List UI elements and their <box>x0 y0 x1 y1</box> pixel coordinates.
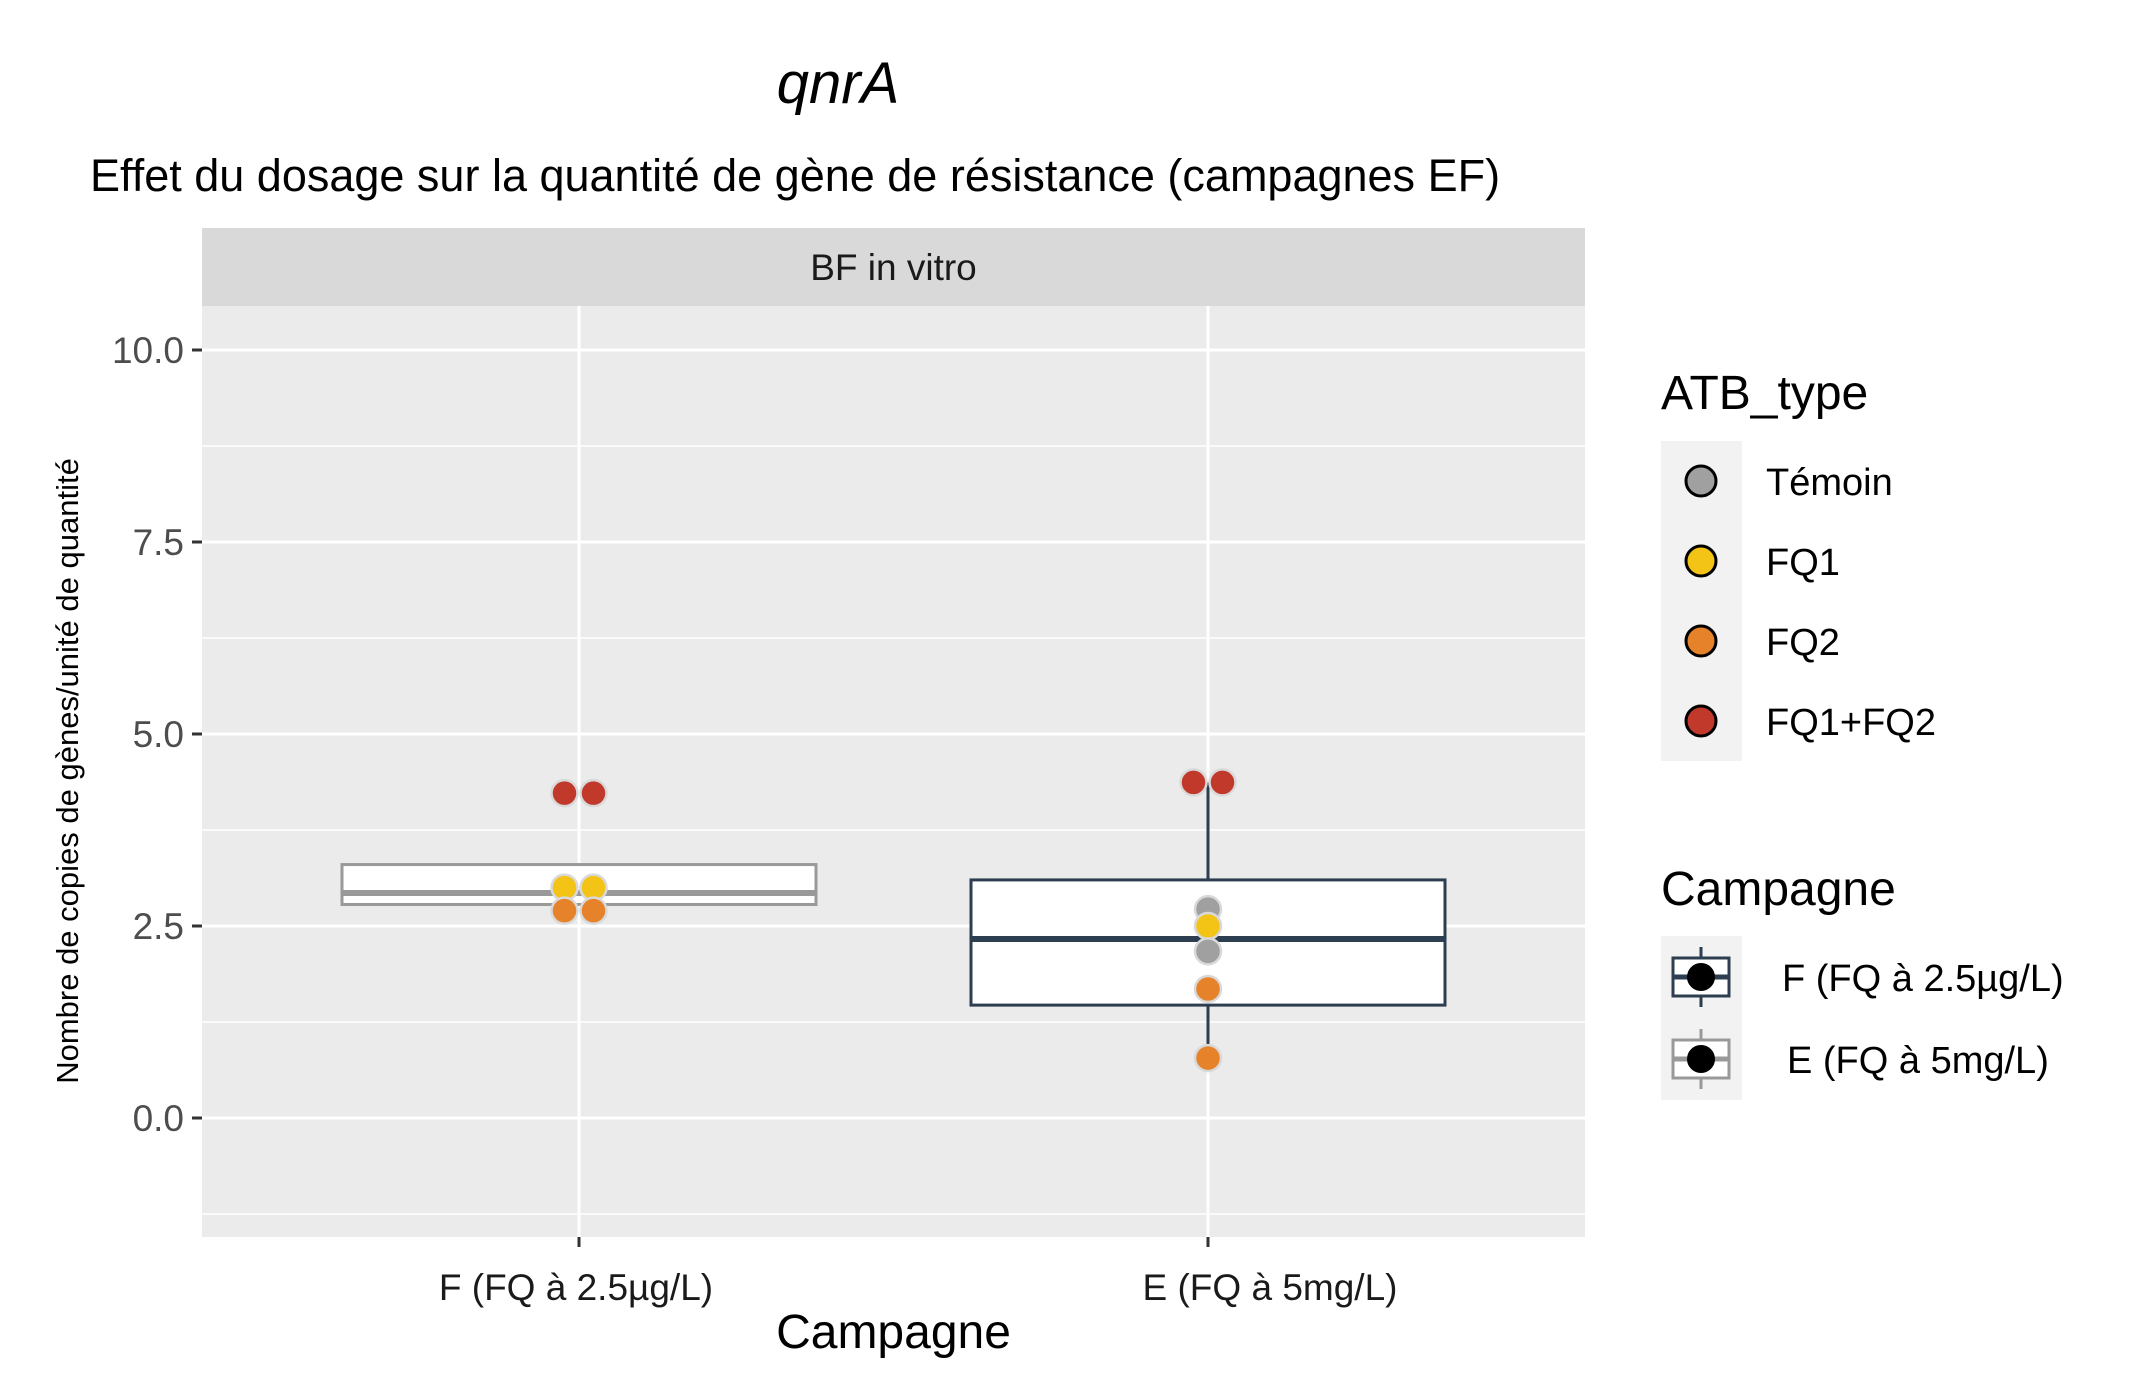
data-point <box>579 896 608 925</box>
legend-campagne-point <box>1687 963 1715 991</box>
x-axis-title: Campagne <box>776 1306 1011 1359</box>
facet-strip <box>202 228 1585 306</box>
data-point <box>1193 974 1223 1004</box>
data-point <box>1193 937 1223 966</box>
chart-title: qnrA <box>777 51 900 116</box>
legend-atb-swatch <box>1684 624 1718 658</box>
x-tick-label: F (FQ à 2.5µg/L) <box>439 1267 713 1308</box>
legend-atb-swatch <box>1684 464 1718 498</box>
legend-campagne-title: Campagne <box>1661 863 1896 916</box>
y-tick-label: 0.0 <box>133 1098 184 1139</box>
data-points <box>550 768 1237 1073</box>
data-point <box>1179 768 1208 797</box>
legend-atb: Témoin FQ1 FQ2 FQ1+FQ2 <box>1661 441 1936 761</box>
data-point <box>550 896 579 925</box>
box-body <box>340 863 818 906</box>
data-point <box>550 778 579 808</box>
legend-campagne-point <box>1687 1045 1715 1073</box>
y-tick-label: 10.0 <box>112 330 184 371</box>
data-point <box>1193 1043 1223 1073</box>
legend-atb-label: Témoin <box>1766 462 1893 504</box>
x-tick-label: E (FQ à 5mg/L) <box>1143 1267 1398 1308</box>
data-point <box>1208 768 1237 797</box>
y-tick-label: 7.5 <box>133 522 184 563</box>
chart-subtitle: Effet du dosage sur la quantité de gène … <box>90 150 1500 201</box>
plot-panel <box>202 306 1585 1237</box>
y-tick-label: 2.5 <box>133 906 184 947</box>
legend-atb-swatch <box>1684 544 1718 578</box>
legend-campagne-label: F (FQ à 2.5µg/L) <box>1782 958 2064 1000</box>
legend-campagne: F (FQ à 2.5µg/L) E (FQ à 5mg/L) <box>1661 936 2064 1100</box>
y-axis-title: Nombre de copies de gènes/unité de quant… <box>50 458 85 1084</box>
legend-atb-label: FQ1+FQ2 <box>1766 702 1936 744</box>
facet-strip-label: BF in vitro <box>810 247 977 288</box>
legend-campagne-label: E (FQ à 5mg/L) <box>1787 1040 2049 1082</box>
x-axis: F (FQ à 2.5µg/L) E (FQ à 5mg/L) <box>439 1237 1398 1308</box>
legend-atb-label: FQ1 <box>1766 542 1840 584</box>
y-axis: 0.0 2.5 5.0 7.5 10.0 <box>112 330 202 1139</box>
legend-atb-label: FQ2 <box>1766 622 1840 664</box>
legend-atb-swatch <box>1684 704 1718 738</box>
data-point <box>1193 911 1223 941</box>
legend-atb-title: ATB_type <box>1661 367 1868 420</box>
data-point <box>579 778 608 808</box>
y-tick-label: 5.0 <box>133 714 184 755</box>
